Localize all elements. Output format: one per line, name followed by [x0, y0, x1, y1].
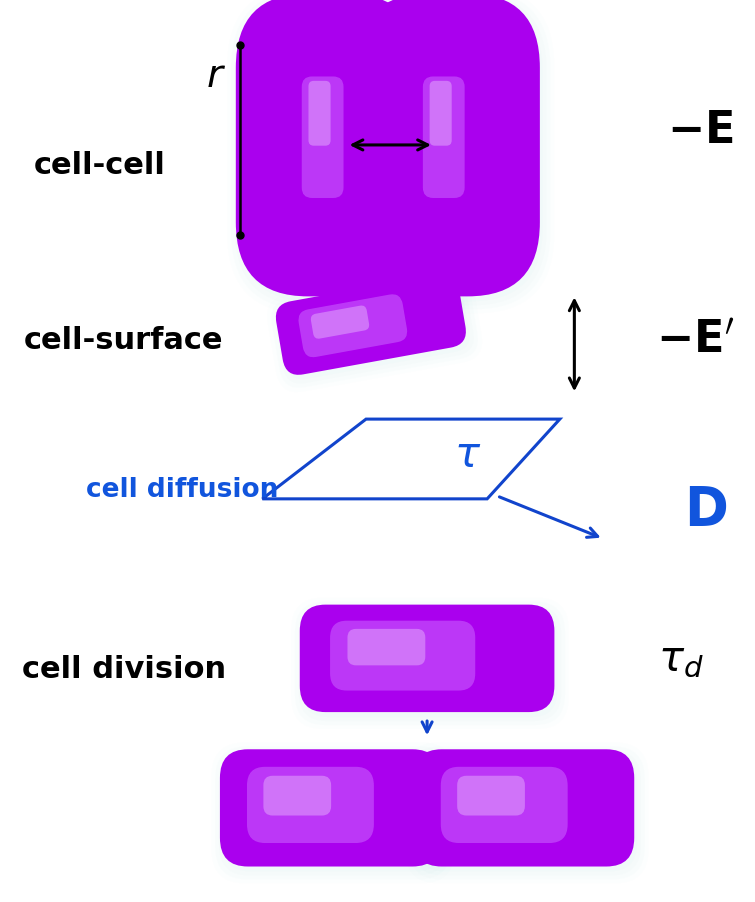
Text: cell division: cell division: [22, 654, 226, 683]
Text: $\mathbf{D}$: $\mathbf{D}$: [683, 483, 727, 535]
FancyBboxPatch shape: [356, 0, 547, 306]
FancyBboxPatch shape: [236, 0, 419, 297]
FancyBboxPatch shape: [220, 750, 440, 867]
FancyBboxPatch shape: [347, 630, 425, 666]
FancyBboxPatch shape: [276, 275, 474, 384]
FancyBboxPatch shape: [302, 78, 344, 198]
FancyBboxPatch shape: [330, 621, 475, 691]
Text: cell diffusion: cell diffusion: [86, 476, 278, 502]
FancyBboxPatch shape: [414, 750, 634, 867]
Text: $\mathbf{-E'}$: $\mathbf{-E'}$: [656, 318, 735, 362]
FancyBboxPatch shape: [239, 0, 421, 302]
FancyBboxPatch shape: [309, 82, 331, 146]
FancyBboxPatch shape: [231, 0, 430, 310]
FancyBboxPatch shape: [298, 295, 407, 358]
FancyBboxPatch shape: [247, 767, 374, 843]
FancyBboxPatch shape: [263, 776, 331, 815]
FancyBboxPatch shape: [215, 747, 451, 879]
Text: cell-surface: cell-surface: [24, 326, 223, 354]
FancyBboxPatch shape: [430, 82, 451, 146]
Text: $\tau$: $\tau$: [455, 434, 482, 475]
FancyBboxPatch shape: [223, 754, 443, 871]
FancyBboxPatch shape: [458, 776, 525, 815]
Text: $\mathbf{-E}$: $\mathbf{-E}$: [667, 109, 734, 152]
FancyBboxPatch shape: [423, 78, 464, 198]
Text: cell-cell: cell-cell: [34, 152, 165, 180]
FancyBboxPatch shape: [235, 0, 426, 306]
FancyBboxPatch shape: [279, 279, 470, 380]
FancyBboxPatch shape: [413, 750, 641, 876]
Text: $r$: $r$: [206, 58, 226, 95]
FancyBboxPatch shape: [276, 274, 466, 375]
FancyBboxPatch shape: [441, 767, 568, 843]
FancyBboxPatch shape: [352, 0, 550, 310]
FancyBboxPatch shape: [360, 0, 543, 302]
FancyBboxPatch shape: [299, 606, 561, 722]
Text: $\tau_d$: $\tau_d$: [658, 638, 704, 679]
FancyBboxPatch shape: [409, 747, 645, 879]
FancyBboxPatch shape: [219, 750, 447, 876]
FancyBboxPatch shape: [295, 602, 565, 725]
FancyBboxPatch shape: [357, 0, 540, 297]
FancyBboxPatch shape: [303, 610, 557, 717]
FancyBboxPatch shape: [300, 605, 554, 713]
FancyBboxPatch shape: [417, 754, 637, 871]
FancyBboxPatch shape: [311, 306, 369, 339]
FancyBboxPatch shape: [271, 271, 478, 389]
